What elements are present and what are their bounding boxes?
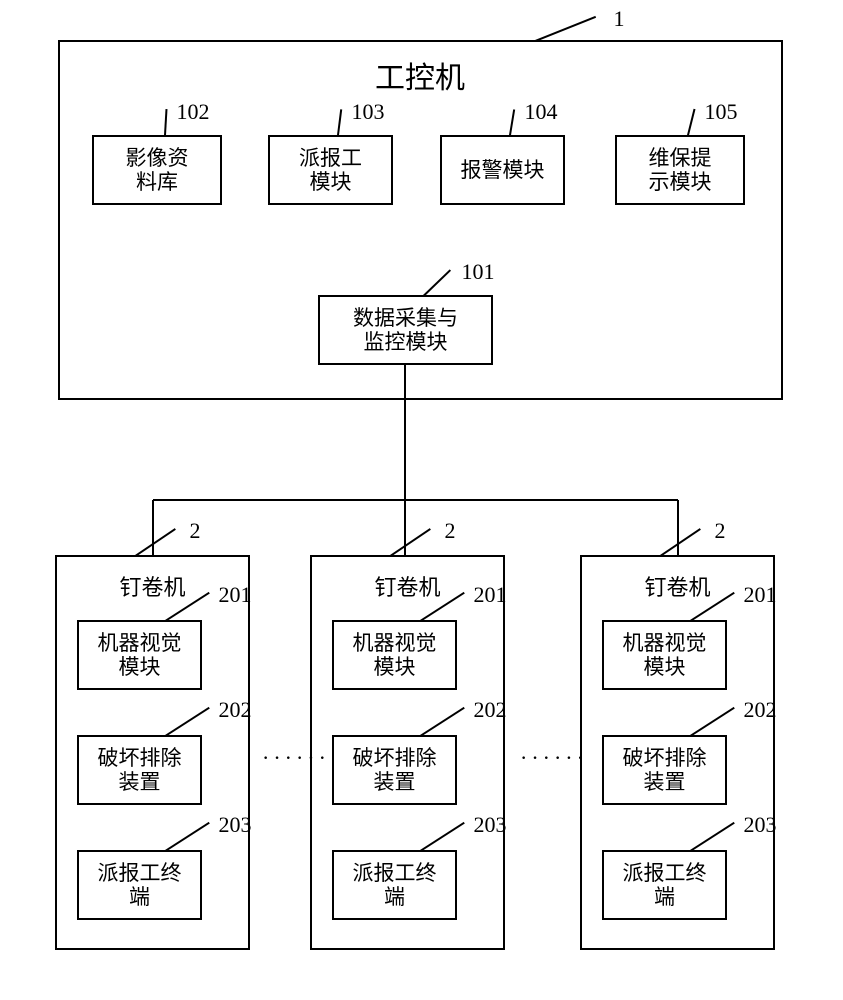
ellipsis: ······ [520, 745, 588, 771]
machine-module-ref: 201 [210, 582, 260, 607]
machine-module-label: 破坏排除 装置 [602, 746, 727, 794]
machine-ref: 2 [180, 518, 210, 543]
ellipsis: ······ [262, 745, 330, 771]
controller-module-label: 派报工 模块 [268, 146, 393, 194]
controller-module-label: 影像资 料库 [92, 146, 222, 194]
machine-module-label: 机器视觉 模块 [77, 631, 202, 679]
controller-module-ref: 102 [168, 99, 218, 124]
diagram-canvas: 工控机 1 影像资 料库 102 派报工 模块 103 报警模块 104 维保提 示模块 105 数… [0, 0, 843, 1000]
machine-module-ref: 202 [465, 697, 515, 722]
machine-module-label: 派报工终 端 [332, 861, 457, 909]
controller-title: 工控机 [350, 62, 490, 97]
machine-module-label: 派报工终 端 [77, 861, 202, 909]
controller-module-label: 维保提 示模块 [615, 146, 745, 194]
controller-module-label: 报警模块 [440, 158, 565, 182]
machine-module-ref: 203 [210, 812, 260, 837]
machine-module-ref: 203 [735, 812, 785, 837]
controller-module-ref: 103 [343, 99, 393, 124]
machine-module-label: 机器视觉 模块 [602, 631, 727, 679]
machine-module-label: 破坏排除 装置 [77, 746, 202, 794]
machine-ref: 2 [705, 518, 735, 543]
controller-module-ref: 105 [696, 99, 746, 124]
machine-module-label: 机器视觉 模块 [332, 631, 457, 679]
scada-label: 数据采集与 监控模块 [318, 306, 493, 354]
machine-module-ref: 202 [210, 697, 260, 722]
machine-module-label: 派报工终 端 [602, 861, 727, 909]
controller-module-ref: 104 [516, 99, 566, 124]
machine-module-ref: 201 [735, 582, 785, 607]
machine-module-ref: 202 [735, 697, 785, 722]
machine-module-label: 破坏排除 装置 [332, 746, 457, 794]
machine-ref: 2 [435, 518, 465, 543]
machine-module-ref: 203 [465, 812, 515, 837]
controller-ref: 1 [604, 6, 634, 31]
machine-module-ref: 201 [465, 582, 515, 607]
scada-ref: 101 [453, 259, 503, 284]
